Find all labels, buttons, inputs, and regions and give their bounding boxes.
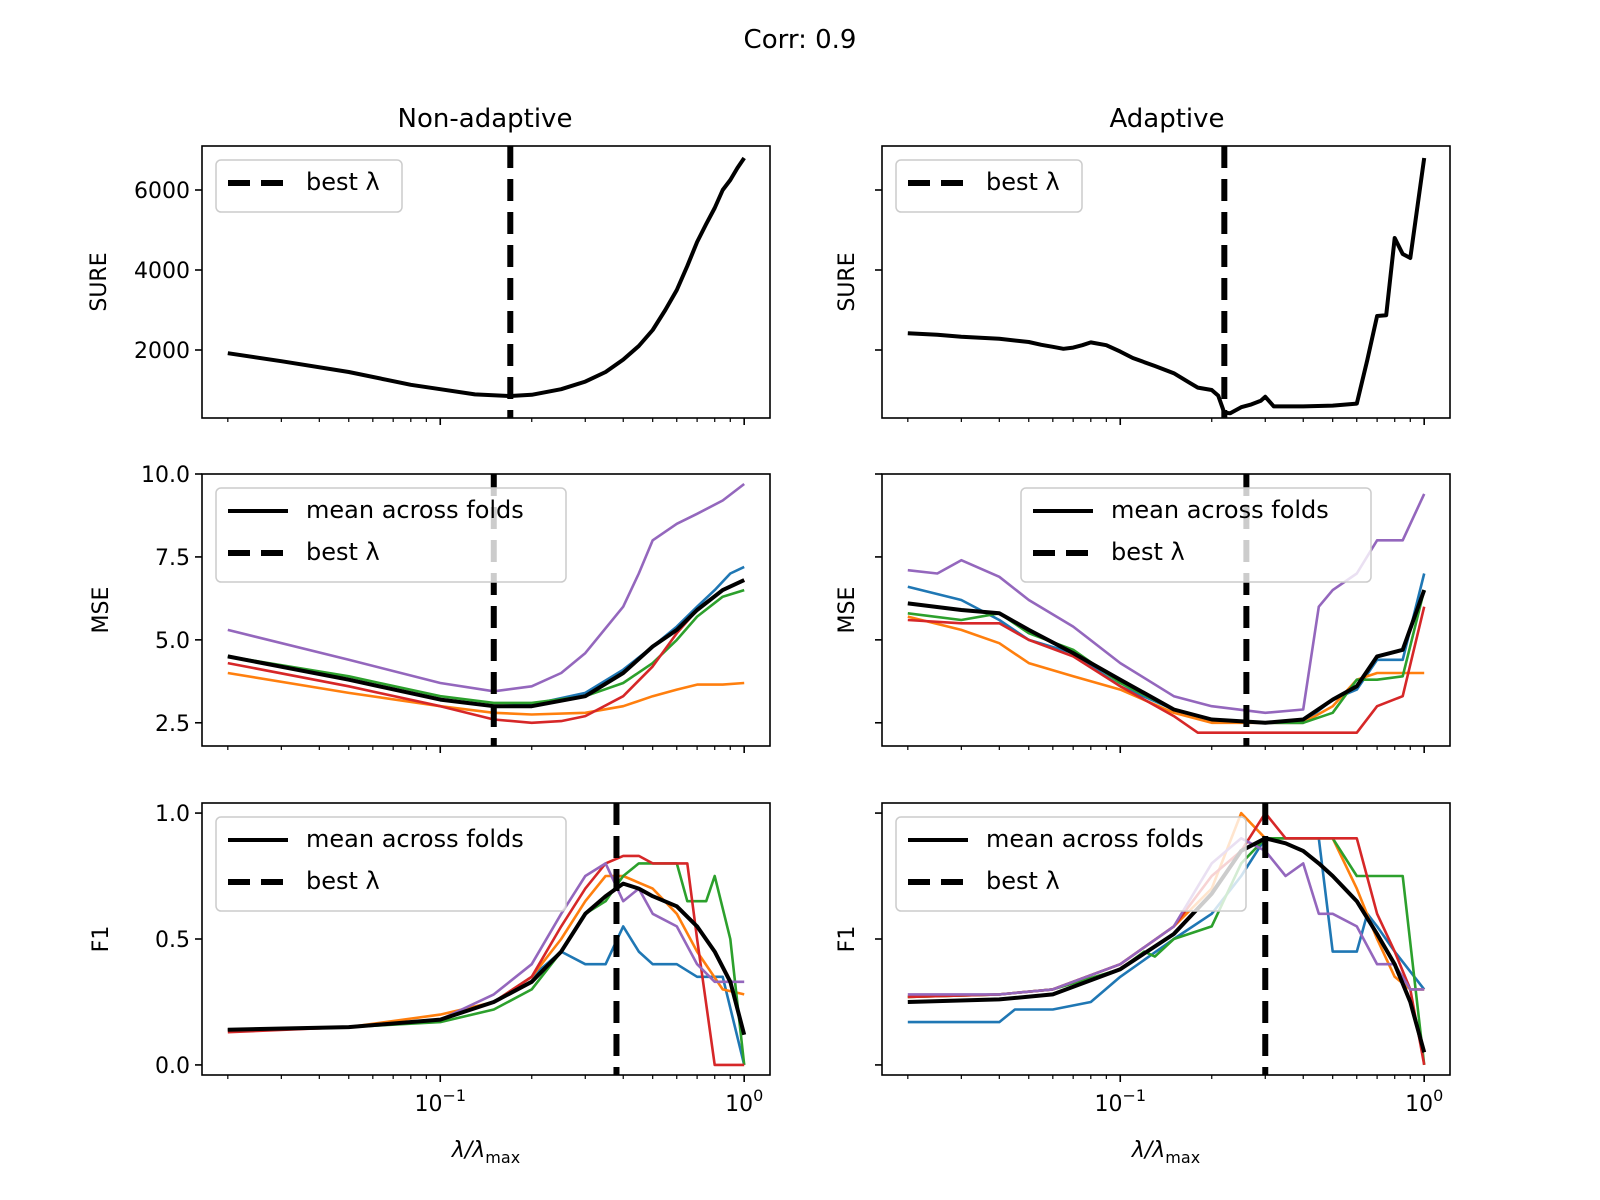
panel-sure-adaptive: SURE best λ (835, 145, 1451, 425)
panel-mse-adaptive: MSE mean across folds best λ (835, 473, 1451, 753)
legend-mean-label: mean across folds (1111, 496, 1329, 524)
legend: best λ (215, 159, 403, 213)
plot-area-mse-non-adaptive (227, 474, 746, 746)
legend: mean across folds best λ (895, 816, 1247, 912)
panel-mse-non-adaptive: 2.5 5.0 7.5 10.0 MSE mean across folds best λ (89, 463, 771, 753)
legend-best-lambda-label: best λ (306, 867, 380, 895)
y-axis-label: SURE (835, 252, 860, 311)
panel-f1-non-adaptive: 0.0 0.5 1.0 10−1 100 λ/λmax F1 mean across fold… (89, 802, 771, 1167)
panel-sure-non-adaptive: 2000 4000 6000 SURE best λ (87, 145, 771, 425)
legend-best-lambda-label: best λ (986, 867, 1060, 895)
panel-f1-adaptive: 10−1 100 λ/λmax F1 mean across folds best λ (835, 802, 1451, 1167)
y-tick-label: 2000 (134, 339, 190, 364)
axes-frame (881, 473, 1451, 747)
axes-frame (881, 145, 1451, 419)
series-line-sure (907, 157, 1427, 416)
series-line-fold-5 (227, 862, 745, 1031)
y-tick-label: 5.0 (155, 629, 190, 654)
legend: best λ (895, 159, 1083, 213)
x-axis-label: λ/λmax (1131, 1138, 1200, 1167)
y-tick-label: 7.5 (155, 546, 190, 571)
series-line-fold-5 (227, 482, 745, 693)
x-tick-label: 100 (725, 1086, 763, 1117)
x-tick-label: 100 (1405, 1086, 1443, 1117)
plot-area-sure-adaptive (907, 146, 1427, 418)
series-line-mean-across-folds (907, 836, 1427, 1053)
legend: mean across folds best λ (1020, 487, 1372, 583)
legend-box (1020, 487, 1372, 583)
legend: mean across folds best λ (215, 816, 567, 912)
plot-area-f1-adaptive (907, 803, 1427, 1075)
y-axis-label: SURE (87, 252, 112, 311)
legend-box (895, 816, 1247, 912)
y-tick-label: 6000 (134, 179, 190, 204)
x-tick-label: 10−1 (1094, 1086, 1146, 1117)
series-line-fold-3 (227, 588, 745, 705)
legend-best-lambda-label: best λ (1111, 538, 1185, 566)
series-line-fold-2 (227, 874, 745, 1031)
column-title-adaptive: Adaptive (1109, 104, 1224, 134)
series-line-fold-2 (907, 615, 1425, 725)
legend: mean across folds best λ (215, 487, 567, 583)
legend-box (215, 487, 567, 583)
plot-area-f1-non-adaptive (227, 803, 747, 1075)
legend-best-lambda-label: best λ (306, 168, 380, 196)
y-axis-label: F1 (835, 926, 860, 953)
legend-mean-label: mean across folds (306, 496, 524, 524)
x-axis-label: λ/λmax (451, 1138, 520, 1167)
y-axis-label: MSE (89, 587, 114, 634)
figure-suptitle: Corr: 0.9 (744, 25, 857, 55)
series-line-fold-1 (227, 925, 746, 1066)
y-tick-label: 0.0 (155, 1054, 190, 1079)
column-title-non-adaptive: Non-adaptive (398, 104, 573, 134)
y-axis-label: F1 (89, 926, 114, 953)
axes-frame (201, 145, 771, 419)
legend-best-lambda-label: best λ (306, 538, 380, 566)
series-line-fold-5 (907, 837, 1425, 996)
series-line-mean-across-folds (907, 589, 1427, 725)
x-tick-label: 10−1 (414, 1086, 466, 1117)
series-line-fold-4 (907, 606, 1426, 734)
legend-box (215, 816, 567, 912)
legend-best-lambda-label: best λ (986, 168, 1060, 196)
y-tick-label: 4000 (134, 259, 190, 284)
legend-box (215, 159, 403, 213)
y-tick-label: 2.5 (155, 712, 190, 737)
y-axis-label: MSE (835, 587, 860, 634)
y-tick-label: 10.0 (141, 463, 190, 488)
legend-mean-label: mean across folds (986, 825, 1204, 853)
series-line-mean-across-folds (227, 578, 746, 709)
series-line-sure (227, 156, 746, 398)
axes-frame (201, 473, 771, 747)
y-tick-label: 0.5 (155, 928, 190, 953)
plot-area-sure-non-adaptive (227, 146, 746, 418)
legend-mean-label: mean across folds (306, 825, 524, 853)
legend-box (895, 159, 1083, 213)
y-tick-label: 1.0 (155, 802, 190, 827)
series-line-fold-1 (907, 573, 1426, 725)
